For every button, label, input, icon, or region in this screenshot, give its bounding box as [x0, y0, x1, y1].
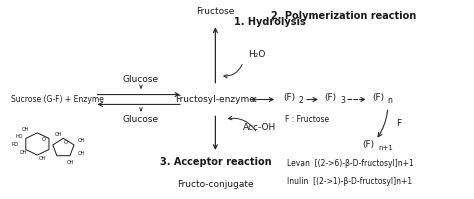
- Text: OH: OH: [22, 127, 29, 132]
- Text: 3. Acceptor reaction: 3. Acceptor reaction: [160, 157, 271, 167]
- Text: (F): (F): [372, 93, 384, 102]
- Text: 2: 2: [298, 96, 303, 105]
- Text: Fructose: Fructose: [196, 7, 235, 16]
- Text: H₂O: H₂O: [248, 50, 265, 59]
- Text: n: n: [387, 96, 392, 105]
- Text: O: O: [64, 140, 68, 145]
- Text: RO: RO: [11, 142, 18, 147]
- Text: (F): (F): [283, 93, 295, 102]
- Text: O: O: [42, 137, 46, 142]
- Text: OH: OH: [55, 132, 63, 137]
- Text: Acc-OH: Acc-OH: [243, 123, 276, 132]
- Text: OH: OH: [67, 160, 74, 165]
- Text: OH: OH: [77, 151, 85, 156]
- Text: Fructo-conjugate: Fructo-conjugate: [177, 180, 254, 189]
- Text: F: F: [397, 119, 402, 128]
- Text: (F): (F): [325, 93, 337, 102]
- Text: 2. Polymerization reaction: 2. Polymerization reaction: [271, 11, 416, 20]
- Text: Levan  [(2->6)-β-D-fructosyl]n+1: Levan [(2->6)-β-D-fructosyl]n+1: [287, 159, 414, 168]
- Text: Inulin  [(2->1)-β-D-fructosyl]n+1: Inulin [(2->1)-β-D-fructosyl]n+1: [287, 177, 412, 186]
- Text: n+1: n+1: [378, 145, 393, 151]
- Text: Fructosyl-enzyme: Fructosyl-enzyme: [175, 95, 255, 104]
- Text: OH: OH: [20, 150, 27, 155]
- Text: 3: 3: [340, 96, 345, 105]
- Text: OH: OH: [77, 139, 85, 143]
- Text: HO: HO: [16, 134, 24, 139]
- Text: Glucose: Glucose: [123, 75, 159, 84]
- Text: Sucrose (G-F) + Enzyme: Sucrose (G-F) + Enzyme: [11, 95, 104, 104]
- Text: 1. Hydrolysis: 1. Hydrolysis: [234, 17, 306, 26]
- Text: Glucose: Glucose: [123, 115, 159, 124]
- Text: F : Fructose: F : Fructose: [285, 115, 329, 124]
- Text: OH: OH: [38, 156, 46, 161]
- Text: (F): (F): [363, 140, 375, 149]
